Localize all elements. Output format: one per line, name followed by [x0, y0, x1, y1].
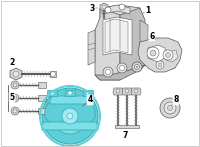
Text: 2: 2 [9, 57, 15, 66]
Polygon shape [65, 90, 75, 96]
Text: 3: 3 [89, 4, 95, 12]
Circle shape [164, 102, 176, 114]
Polygon shape [95, 65, 145, 80]
Circle shape [67, 113, 73, 119]
Circle shape [120, 66, 124, 71]
Circle shape [119, 4, 125, 10]
Polygon shape [148, 45, 165, 62]
Circle shape [11, 94, 19, 102]
Circle shape [50, 91, 54, 95]
Circle shape [11, 107, 19, 115]
Polygon shape [38, 108, 46, 114]
Polygon shape [102, 5, 130, 14]
Polygon shape [10, 68, 22, 80]
Circle shape [68, 91, 72, 95]
Circle shape [116, 89, 120, 93]
Circle shape [117, 63, 127, 73]
Circle shape [103, 67, 113, 77]
Circle shape [160, 98, 180, 118]
Circle shape [86, 91, 90, 95]
Text: 8: 8 [173, 96, 179, 105]
Polygon shape [113, 88, 123, 95]
Circle shape [13, 71, 19, 77]
Circle shape [147, 47, 159, 59]
Circle shape [106, 70, 111, 75]
Circle shape [125, 89, 129, 93]
Polygon shape [38, 82, 46, 88]
Circle shape [168, 106, 172, 111]
Circle shape [52, 98, 88, 134]
Polygon shape [50, 96, 90, 104]
Polygon shape [83, 90, 93, 96]
Text: 6: 6 [149, 31, 155, 41]
Circle shape [51, 71, 56, 76]
Polygon shape [122, 88, 132, 95]
Circle shape [134, 65, 140, 70]
Circle shape [132, 62, 142, 72]
Polygon shape [42, 122, 98, 130]
Circle shape [13, 96, 17, 100]
Polygon shape [131, 88, 141, 95]
Polygon shape [38, 95, 46, 101]
Text: 7: 7 [122, 131, 128, 140]
Circle shape [166, 52, 170, 57]
Polygon shape [95, 8, 120, 80]
Text: 5: 5 [9, 92, 15, 101]
Polygon shape [138, 38, 182, 72]
Polygon shape [100, 5, 140, 18]
Polygon shape [103, 17, 132, 55]
Circle shape [13, 109, 17, 113]
Polygon shape [88, 30, 95, 65]
Text: 4: 4 [87, 96, 93, 105]
Text: 1: 1 [145, 5, 151, 15]
Circle shape [163, 50, 173, 60]
Polygon shape [140, 20, 148, 60]
Polygon shape [105, 19, 128, 53]
Circle shape [134, 89, 138, 93]
Polygon shape [47, 90, 57, 96]
Circle shape [105, 7, 111, 13]
Circle shape [156, 61, 164, 69]
Polygon shape [50, 71, 56, 77]
Polygon shape [165, 50, 178, 62]
Polygon shape [100, 3, 108, 11]
Circle shape [102, 5, 106, 9]
Circle shape [150, 50, 156, 56]
Polygon shape [115, 125, 139, 128]
Circle shape [62, 108, 78, 124]
Circle shape [158, 63, 162, 67]
Polygon shape [45, 103, 95, 123]
Circle shape [11, 81, 19, 89]
Circle shape [136, 66, 138, 68]
Circle shape [13, 83, 17, 87]
Circle shape [42, 88, 98, 144]
Polygon shape [120, 8, 145, 80]
